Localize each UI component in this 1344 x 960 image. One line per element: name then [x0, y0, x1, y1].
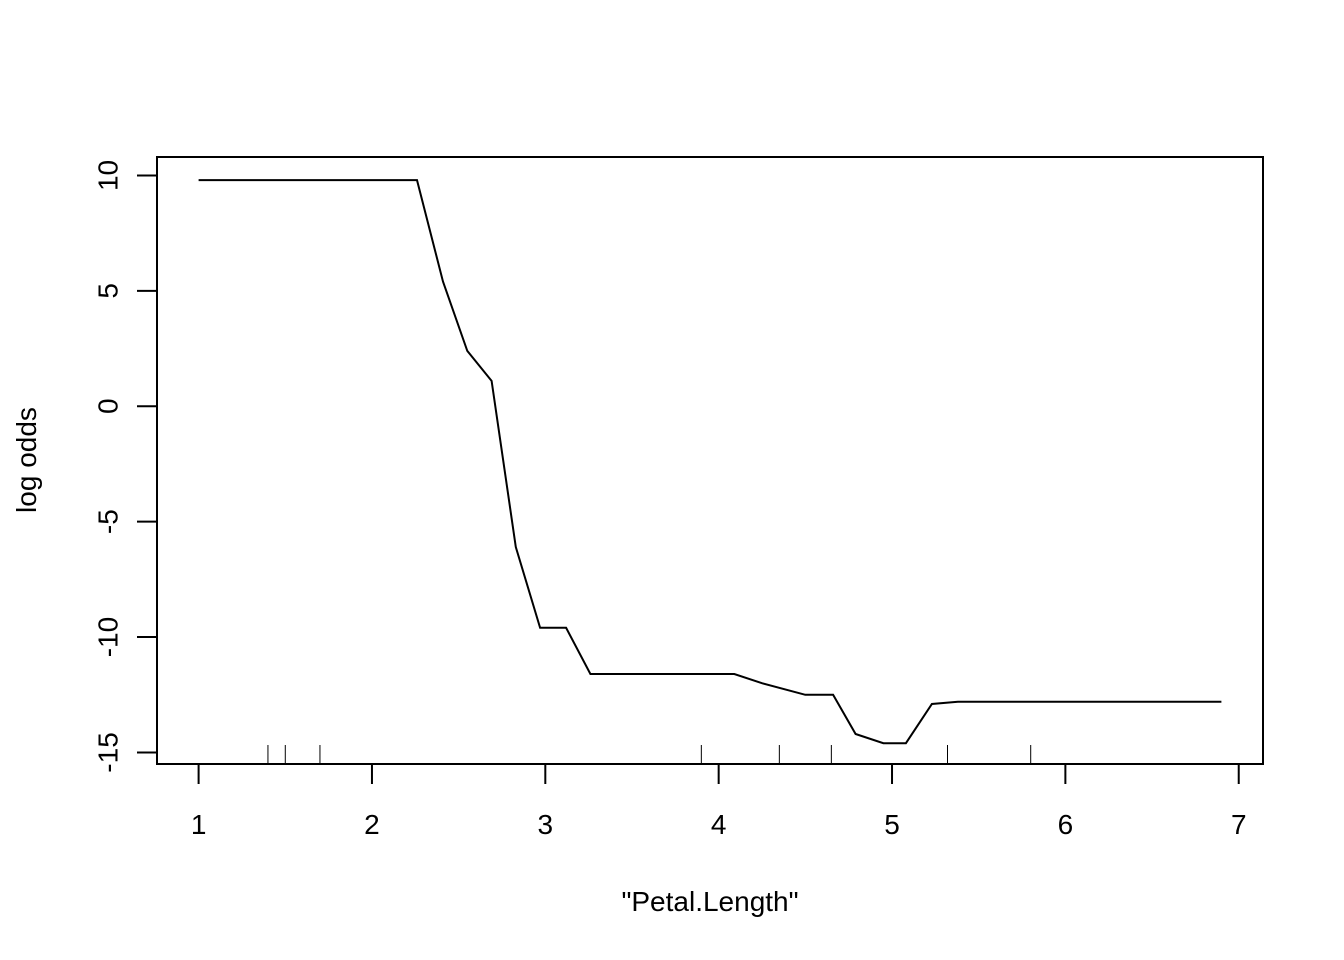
y-tick-label: -10 [93, 617, 124, 657]
y-tick-label: 10 [93, 160, 124, 191]
log-odds-line [198, 179, 1222, 745]
y-axis-label: log odds [11, 407, 42, 513]
y-tick-label: -15 [93, 732, 124, 772]
x-tick-label: 7 [1231, 809, 1247, 840]
y-tick-label: 0 [93, 398, 124, 414]
y-tick-label: 5 [93, 283, 124, 299]
x-axis: 1 2 3 4 5 6 7 [191, 763, 1247, 840]
rug-marks [267, 745, 1032, 764]
y-axis: -15 -10 -5 0 5 10 [93, 160, 158, 773]
x-axis-label: "Petal.Length" [621, 886, 798, 917]
y-tick-label: -5 [93, 509, 124, 534]
x-tick-label: 3 [538, 809, 554, 840]
x-tick-label: 2 [364, 809, 380, 840]
plot-frame [156, 156, 1264, 765]
x-tick-label: 4 [711, 809, 727, 840]
x-tick-label: 5 [884, 809, 900, 840]
x-tick-label: 6 [1058, 809, 1074, 840]
x-tick-label: 1 [191, 809, 207, 840]
